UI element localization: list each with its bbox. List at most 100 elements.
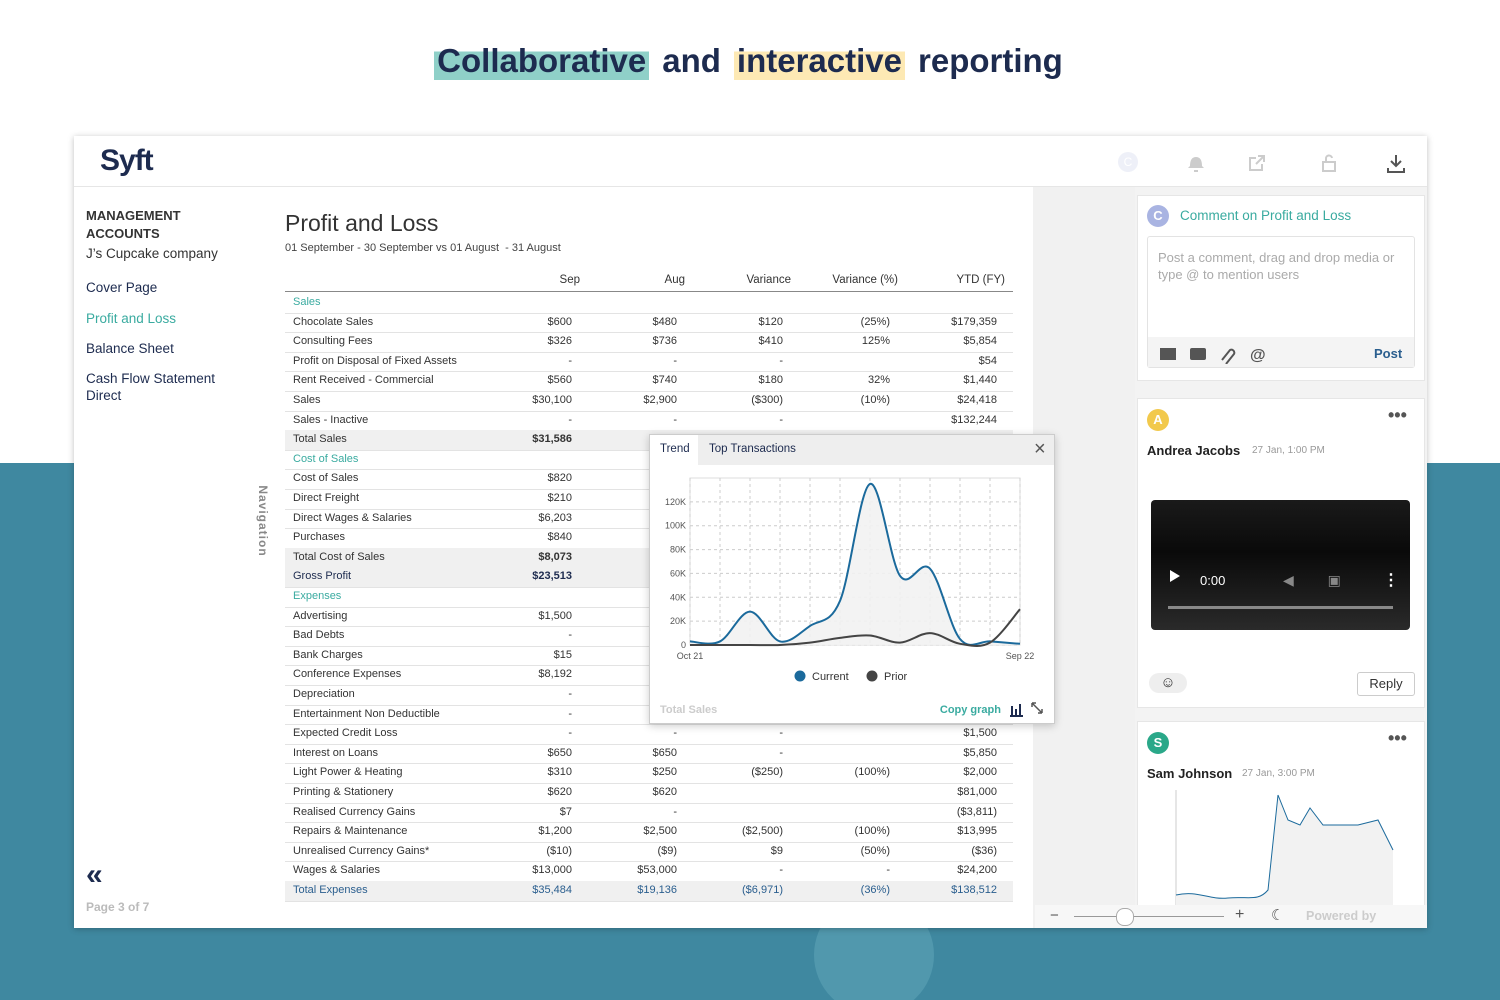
nav-item[interactable]: Cash Flow Statement Direct bbox=[86, 371, 216, 403]
cell: ($3,811) bbox=[956, 805, 997, 818]
zoom-knob[interactable] bbox=[1116, 908, 1134, 926]
expand-icon[interactable] bbox=[1031, 702, 1043, 714]
row-label: Purchases bbox=[293, 531, 345, 544]
post-button[interactable]: Post bbox=[1374, 346, 1403, 361]
cell: (36%) bbox=[860, 884, 890, 896]
y-tick-label: 20K bbox=[670, 616, 686, 626]
cell: $23,513 bbox=[532, 570, 572, 583]
cell: $650 bbox=[652, 746, 677, 759]
nav-tab[interactable]: Navigation bbox=[256, 485, 270, 557]
lock-icon[interactable] bbox=[1322, 154, 1336, 172]
heading-word: and bbox=[662, 42, 721, 79]
column-header: YTD (FY) bbox=[956, 274, 1005, 286]
cell: ($250) bbox=[751, 766, 783, 779]
chart-type-icon[interactable] bbox=[1010, 704, 1023, 717]
tab[interactable]: Top Transactions bbox=[709, 443, 796, 455]
sidebar-title: MANAGEMENT ACCOUNTS bbox=[86, 208, 181, 241]
cell: $620 bbox=[652, 786, 677, 798]
tab[interactable]: Trend bbox=[660, 443, 690, 455]
emoji-button[interactable]: ☺ bbox=[1149, 673, 1187, 693]
header-icons bbox=[1188, 154, 1405, 173]
nav-item[interactable]: Cover Page bbox=[86, 280, 158, 295]
cell: (100%) bbox=[854, 825, 890, 838]
cell: $5,850 bbox=[963, 746, 997, 759]
cell: $560 bbox=[547, 374, 572, 387]
cell: - bbox=[568, 629, 572, 642]
mention-icon: @ bbox=[1250, 347, 1266, 364]
x-tick-label: Oct 21 bbox=[677, 651, 704, 661]
trend-chart: Oct 21 Sep 22 0 20K 40K 60K 80K 100K 120K Current… bbox=[660, 477, 1043, 717]
composer-title: Comment on Profit and Loss bbox=[1180, 208, 1352, 223]
more-menu[interactable]: ••• bbox=[1388, 728, 1407, 748]
row-rule bbox=[285, 900, 1013, 902]
tab-active bbox=[650, 435, 698, 465]
collapse-icon[interactable]: « bbox=[86, 858, 103, 891]
cell: - bbox=[886, 864, 890, 877]
author: Sam Johnson bbox=[1147, 766, 1233, 781]
cell: $138,512 bbox=[951, 884, 997, 896]
cell: ($6,971) bbox=[742, 884, 783, 896]
cell: $180 bbox=[758, 374, 783, 387]
row-label: Rent Received - Commercial bbox=[293, 374, 434, 387]
zoom-bar: − + ☾ Powered by bbox=[1035, 905, 1427, 928]
nav-item[interactable]: Profit and Loss bbox=[86, 311, 177, 326]
page-indicator: Page 3 of 7 bbox=[86, 900, 150, 914]
cell: $650 bbox=[547, 746, 572, 759]
cell: $736 bbox=[652, 335, 677, 348]
section-title: Cost of Sales bbox=[293, 452, 359, 465]
expenses-total-row-bg bbox=[285, 881, 1013, 901]
zoom-out[interactable]: − bbox=[1050, 907, 1059, 924]
heading-word: Collaborative bbox=[434, 42, 650, 80]
row-rule bbox=[285, 724, 1013, 726]
media-icons[interactable]: @ bbox=[1158, 344, 1288, 364]
nav-item[interactable]: Balance Sheet bbox=[86, 341, 174, 356]
zoom-track bbox=[1074, 916, 1224, 917]
cell: - bbox=[779, 413, 783, 426]
cell: - bbox=[779, 864, 783, 877]
row-label: Total Sales bbox=[293, 433, 347, 446]
cell: $326 bbox=[547, 335, 572, 348]
cell: $6,203 bbox=[538, 511, 572, 524]
logo[interactable]: Syft bbox=[100, 144, 154, 177]
cell: $310 bbox=[547, 766, 572, 779]
video-player[interactable]: 0:00 ◀ ▣ ⋮ bbox=[1151, 500, 1410, 630]
cell: - bbox=[673, 805, 677, 818]
cell: 125% bbox=[861, 335, 890, 348]
cell: (10%) bbox=[860, 394, 890, 406]
download-icon[interactable] bbox=[1387, 155, 1405, 173]
cell: $410 bbox=[758, 335, 783, 348]
close-button[interactable]: × bbox=[1034, 438, 1046, 460]
company: J’s Cupcake company bbox=[86, 246, 218, 261]
cell: $81,000 bbox=[957, 786, 997, 798]
zoom-in[interactable]: + bbox=[1235, 906, 1245, 923]
row-rule bbox=[285, 410, 1013, 412]
comment-card: S ••• Sam Johnson 27 Jan, 3:00 PM bbox=[1137, 721, 1425, 913]
progress-bar bbox=[1168, 606, 1393, 609]
cell: $840 bbox=[547, 531, 572, 544]
cell: $13,000 bbox=[532, 864, 572, 877]
cell: - bbox=[568, 413, 572, 426]
chart-thumbnail bbox=[1175, 790, 1394, 910]
reply-button[interactable]: Reply bbox=[1357, 672, 1415, 696]
row-label: Interest on Loans bbox=[293, 746, 379, 759]
more-menu[interactable]: ••• bbox=[1388, 405, 1407, 425]
cell: $1,500 bbox=[538, 609, 572, 622]
bell-icon[interactable] bbox=[1188, 157, 1204, 172]
cell: $7 bbox=[559, 805, 572, 818]
row-rule bbox=[285, 332, 1013, 334]
row-label: Sales - Inactive bbox=[293, 413, 369, 426]
cell: (50%) bbox=[860, 844, 890, 857]
open-icon[interactable] bbox=[1249, 155, 1265, 171]
row-rule bbox=[285, 371, 1013, 373]
comment-input[interactable]: Post a comment, drag and drop media or t… bbox=[1147, 236, 1415, 368]
row-label: Printing & Stationery bbox=[293, 786, 394, 798]
comment-card: C Comment on Profit and Loss Post a commen… bbox=[1137, 195, 1425, 381]
copy-graph[interactable]: Copy graph bbox=[940, 704, 1001, 716]
row-label: Sales bbox=[293, 394, 321, 406]
header-avatar[interactable]: C bbox=[1118, 152, 1138, 172]
y-tick-label: 60K bbox=[670, 568, 686, 578]
dark-mode[interactable]: ☾ bbox=[1271, 907, 1285, 924]
cell: - bbox=[779, 727, 783, 740]
row-label: Gross Profit bbox=[293, 570, 352, 583]
